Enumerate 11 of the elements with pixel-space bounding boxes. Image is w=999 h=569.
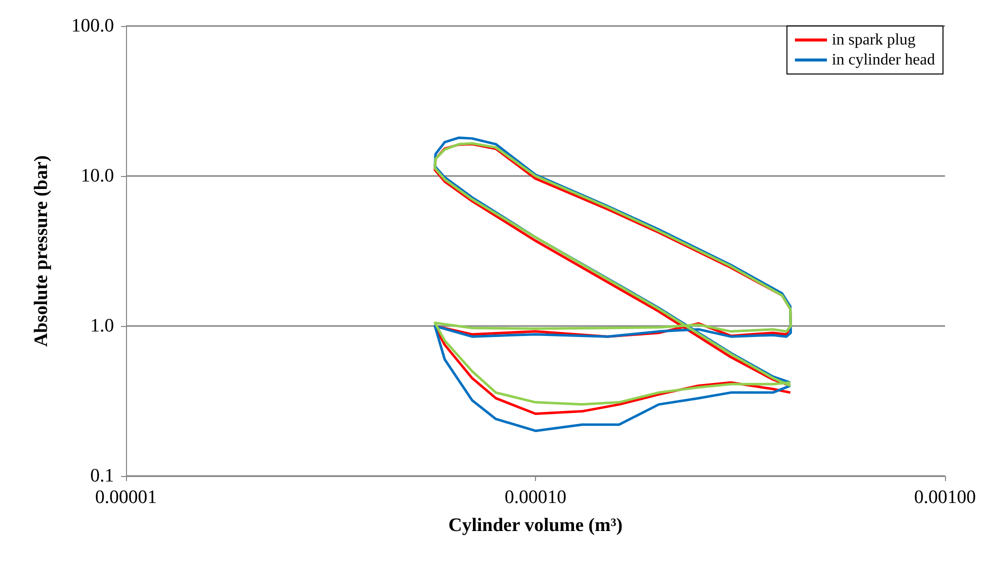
x-tick-label: 0.00100 xyxy=(914,487,976,508)
x-tick-label: 0.00010 xyxy=(504,487,566,508)
y-tick-label: 1.0 xyxy=(90,316,114,336)
x-axis-title: Cylinder volume (m³) xyxy=(448,515,623,536)
y-tick-label: 0.1 xyxy=(90,466,114,486)
x-tick-label: 0.00001 xyxy=(95,487,157,508)
y-tick-label: 10.0 xyxy=(80,166,114,186)
legend-label: in cylinder head xyxy=(832,52,936,68)
y-tick-label: 100.0 xyxy=(71,16,114,36)
legend-label: in spark plug xyxy=(832,32,916,48)
y-axis-title: Absolute pressure (bar) xyxy=(31,155,52,347)
